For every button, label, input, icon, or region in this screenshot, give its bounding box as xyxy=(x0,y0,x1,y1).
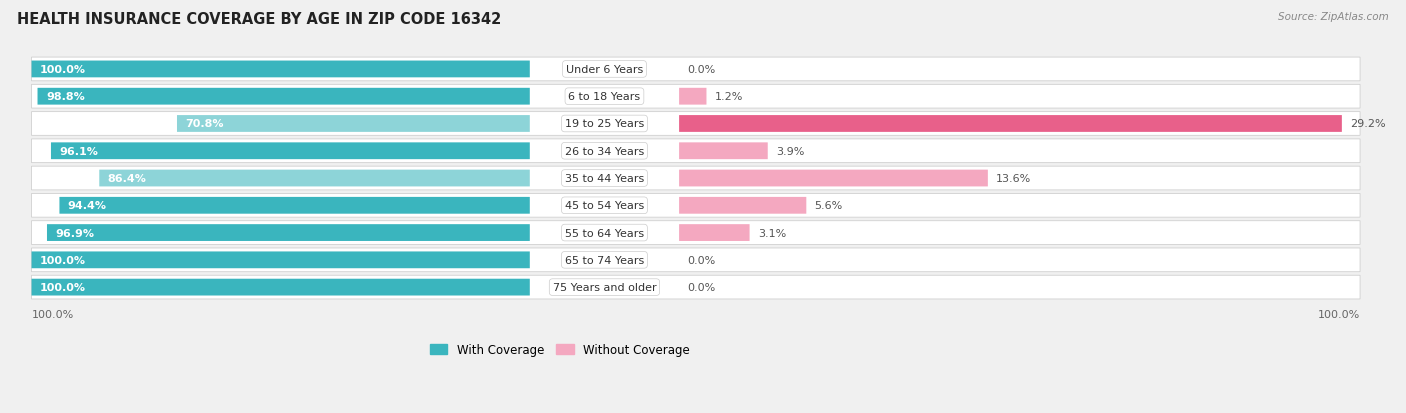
Text: 6 to 18 Years: 6 to 18 Years xyxy=(568,92,641,102)
FancyBboxPatch shape xyxy=(31,194,1360,218)
FancyBboxPatch shape xyxy=(100,170,530,187)
Text: 3.9%: 3.9% xyxy=(776,146,804,157)
Text: 5.6%: 5.6% xyxy=(814,201,842,211)
Text: 55 to 64 Years: 55 to 64 Years xyxy=(565,228,644,238)
Text: 26 to 34 Years: 26 to 34 Years xyxy=(565,146,644,157)
FancyBboxPatch shape xyxy=(679,143,768,160)
Text: 0.0%: 0.0% xyxy=(688,282,716,292)
FancyBboxPatch shape xyxy=(31,248,1360,272)
Text: 13.6%: 13.6% xyxy=(995,173,1032,184)
Text: 94.4%: 94.4% xyxy=(67,201,107,211)
Text: 0.0%: 0.0% xyxy=(688,255,716,265)
Text: 35 to 44 Years: 35 to 44 Years xyxy=(565,173,644,184)
FancyBboxPatch shape xyxy=(59,197,530,214)
Text: 45 to 54 Years: 45 to 54 Years xyxy=(565,201,644,211)
Text: 100.0%: 100.0% xyxy=(1317,309,1360,319)
FancyBboxPatch shape xyxy=(51,143,530,160)
FancyBboxPatch shape xyxy=(31,167,1360,190)
Text: Source: ZipAtlas.com: Source: ZipAtlas.com xyxy=(1278,12,1389,22)
FancyBboxPatch shape xyxy=(31,140,1360,163)
FancyBboxPatch shape xyxy=(177,116,530,133)
Text: 70.8%: 70.8% xyxy=(186,119,224,129)
FancyBboxPatch shape xyxy=(31,279,530,296)
FancyBboxPatch shape xyxy=(31,58,1360,82)
FancyBboxPatch shape xyxy=(31,275,1360,299)
FancyBboxPatch shape xyxy=(679,89,706,105)
Text: 86.4%: 86.4% xyxy=(108,173,146,184)
Text: 65 to 74 Years: 65 to 74 Years xyxy=(565,255,644,265)
Legend: With Coverage, Without Coverage: With Coverage, Without Coverage xyxy=(425,338,695,361)
FancyBboxPatch shape xyxy=(31,112,1360,136)
Text: 100.0%: 100.0% xyxy=(39,65,86,75)
Text: 3.1%: 3.1% xyxy=(758,228,786,238)
Text: 96.9%: 96.9% xyxy=(55,228,94,238)
Text: 96.1%: 96.1% xyxy=(59,146,98,157)
FancyBboxPatch shape xyxy=(679,170,988,187)
Text: 1.2%: 1.2% xyxy=(714,92,744,102)
Text: 75 Years and older: 75 Years and older xyxy=(553,282,657,292)
Text: 29.2%: 29.2% xyxy=(1350,119,1386,129)
Text: 0.0%: 0.0% xyxy=(688,65,716,75)
FancyBboxPatch shape xyxy=(31,221,1360,245)
FancyBboxPatch shape xyxy=(31,62,530,78)
FancyBboxPatch shape xyxy=(679,197,806,214)
FancyBboxPatch shape xyxy=(679,116,1341,133)
FancyBboxPatch shape xyxy=(679,225,749,241)
Text: 98.8%: 98.8% xyxy=(46,92,84,102)
FancyBboxPatch shape xyxy=(46,225,530,241)
Text: 100.0%: 100.0% xyxy=(39,255,86,265)
Text: 100.0%: 100.0% xyxy=(39,282,86,292)
FancyBboxPatch shape xyxy=(38,89,530,105)
Text: Under 6 Years: Under 6 Years xyxy=(565,65,643,75)
Text: HEALTH INSURANCE COVERAGE BY AGE IN ZIP CODE 16342: HEALTH INSURANCE COVERAGE BY AGE IN ZIP … xyxy=(17,12,501,27)
Text: 19 to 25 Years: 19 to 25 Years xyxy=(565,119,644,129)
FancyBboxPatch shape xyxy=(31,252,530,268)
FancyBboxPatch shape xyxy=(31,85,1360,109)
Text: 100.0%: 100.0% xyxy=(31,309,75,319)
